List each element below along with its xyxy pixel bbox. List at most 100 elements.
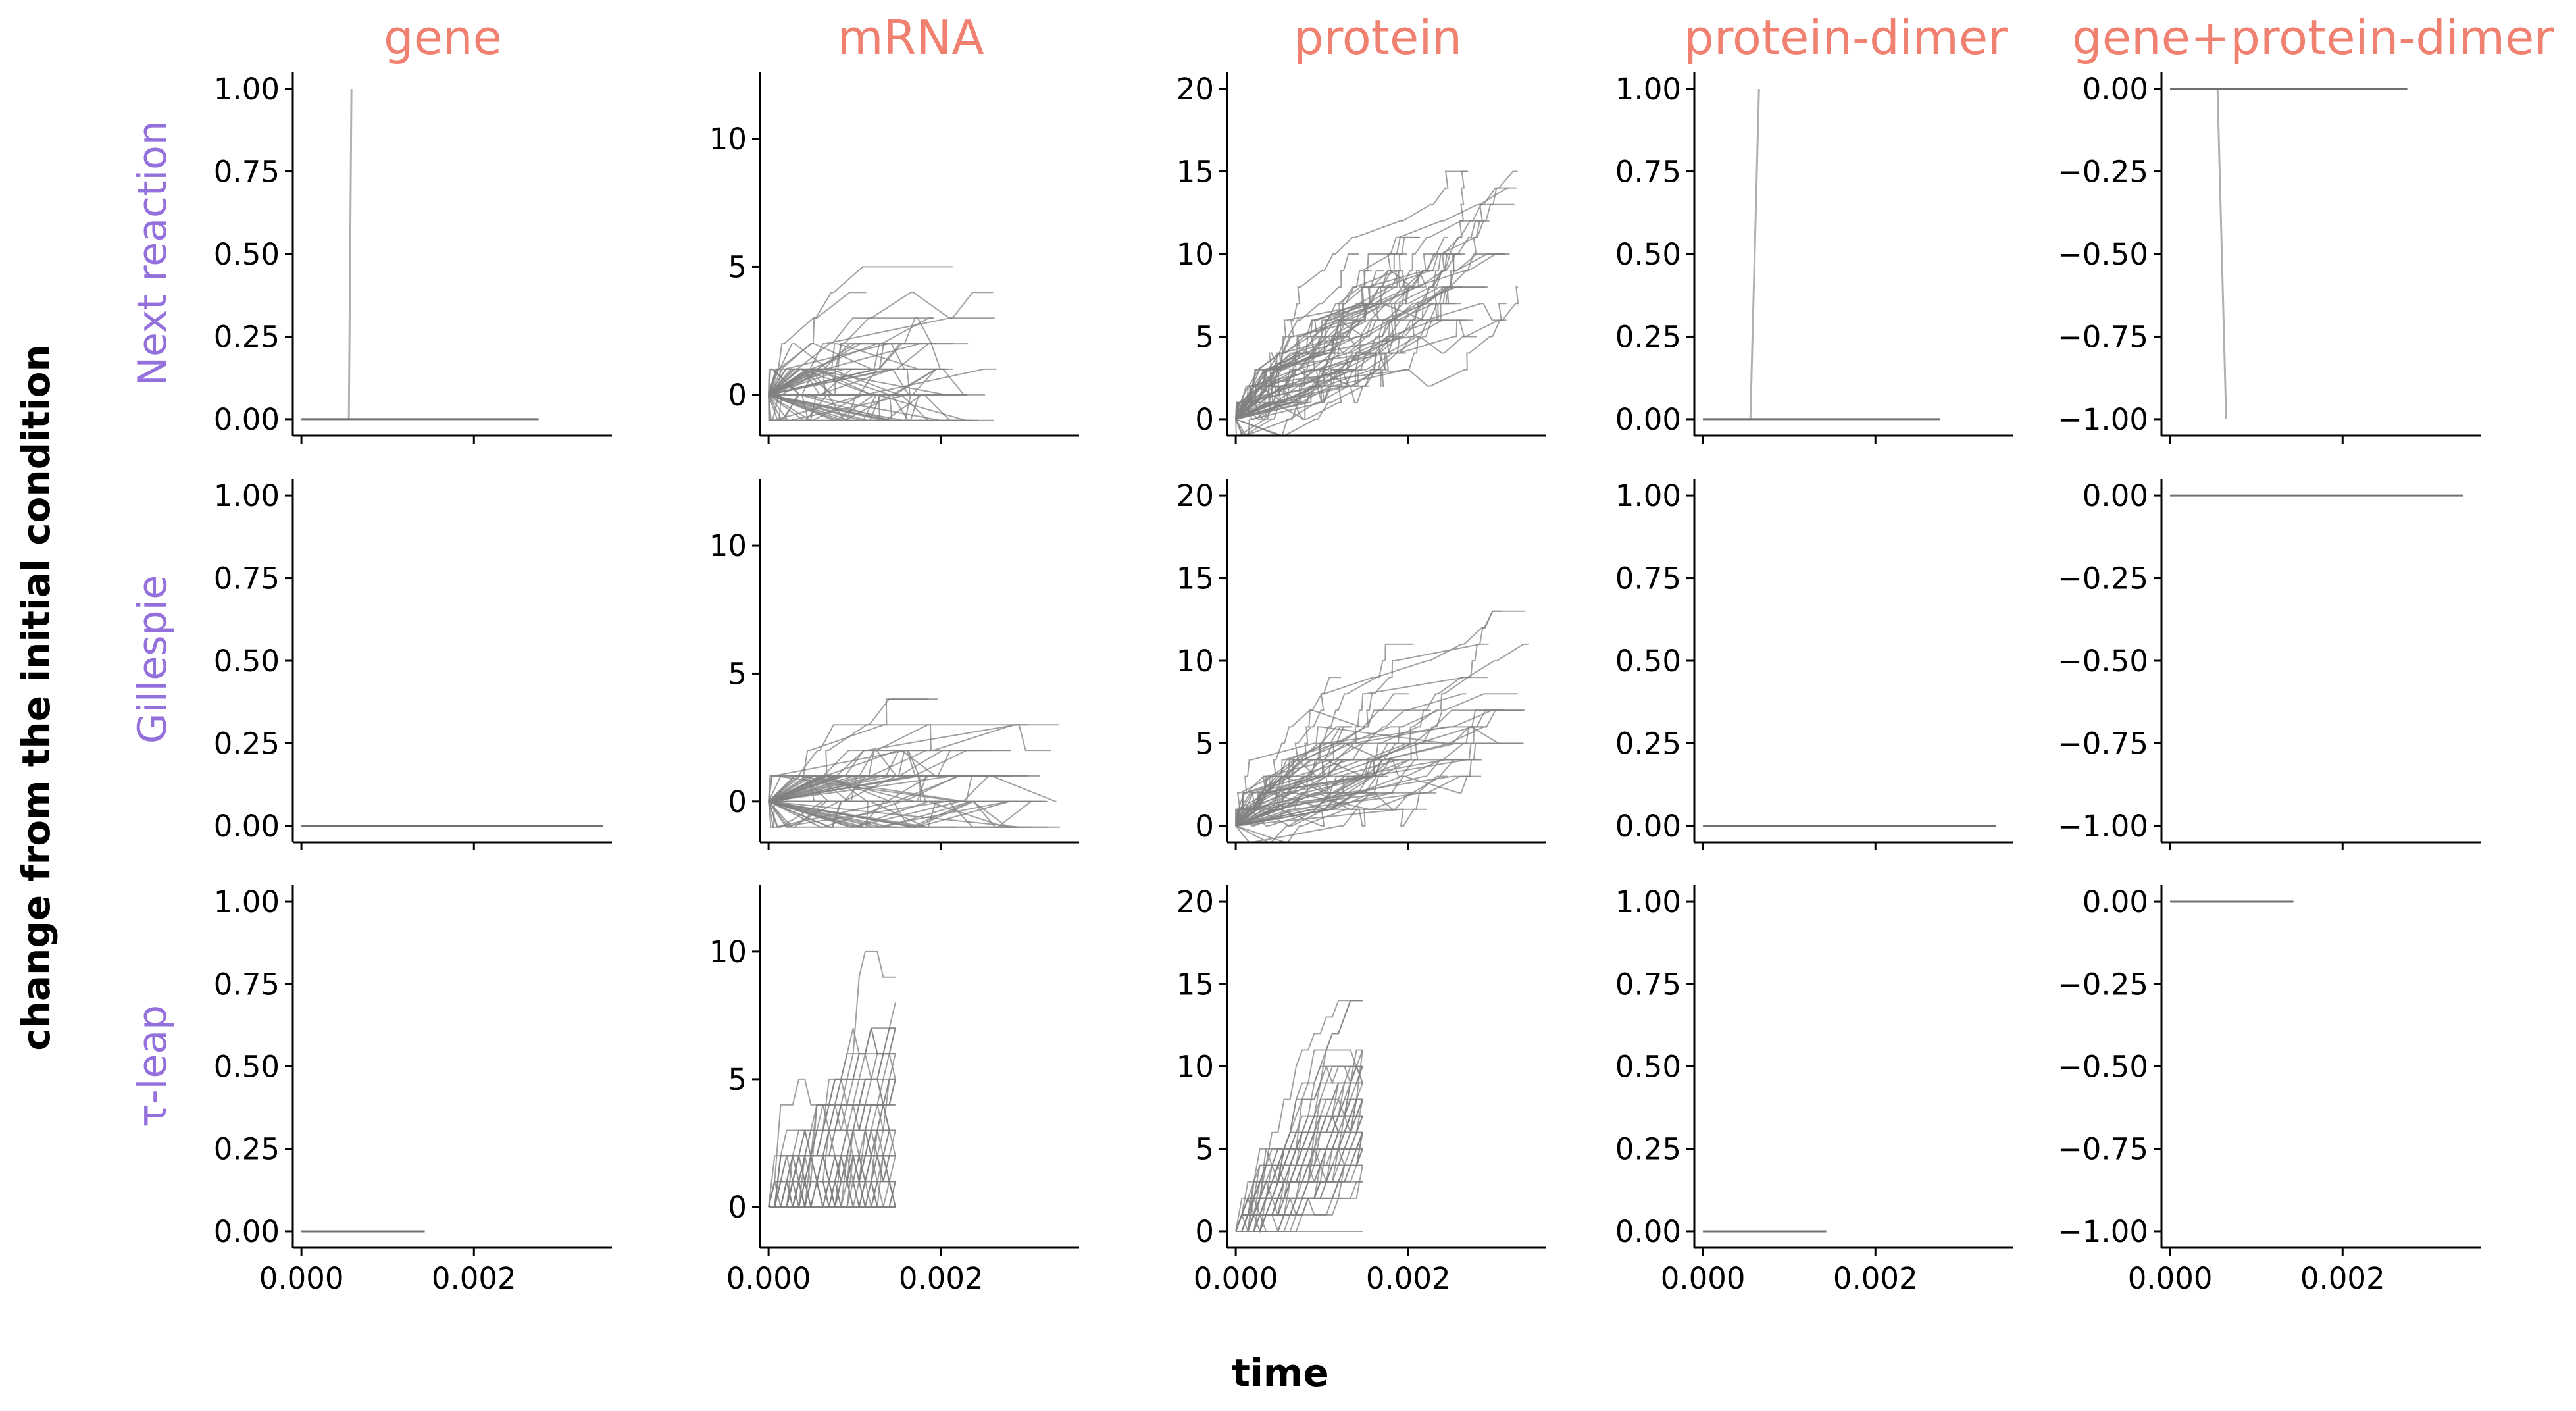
panel-tau-leap-protein-traces xyxy=(1235,1000,1363,1233)
series-line xyxy=(1235,286,1416,436)
y-tick-label: 10 xyxy=(1176,1050,1214,1085)
panel-next-reaction-protein-dimer-traces xyxy=(1703,89,1940,421)
series-line xyxy=(768,800,1042,828)
series-line xyxy=(768,724,1029,828)
y-tick-label: 1.00 xyxy=(1615,72,1681,107)
series-line xyxy=(1235,610,1525,827)
y-tick-label: −0.50 xyxy=(2058,1050,2148,1085)
series-line xyxy=(1236,1099,1363,1232)
y-tick-label: 5 xyxy=(1195,1132,1214,1167)
panel-tau-leap-protein: 0 5 10 15 20 0.000 0.002 xyxy=(1176,885,1546,1296)
y-tick-label: 0.75 xyxy=(1615,155,1681,190)
series-line xyxy=(768,750,1011,802)
series-line xyxy=(768,1129,896,1208)
series-line xyxy=(768,775,872,802)
y-tick-label: 0 xyxy=(1195,402,1214,437)
column-titles: gene mRNA protein protein-dimer gene+pro… xyxy=(384,10,2554,65)
y-tick-label: 20 xyxy=(1176,478,1214,513)
y-tick-label: 0 xyxy=(1195,1214,1214,1249)
series-line xyxy=(768,368,857,396)
panel-gillespie-gene: 0.00 0.25 0.50 0.75 1.00 xyxy=(214,478,612,850)
y-tick-label: 1.00 xyxy=(214,72,280,107)
series-line xyxy=(769,1028,896,1208)
y-tick-label: 0.50 xyxy=(1615,237,1681,272)
series-line xyxy=(1236,1148,1363,1232)
y-tick-label: 20 xyxy=(1176,72,1214,107)
y-tick-label: 0.50 xyxy=(1615,1050,1681,1085)
y-tick-label: 0 xyxy=(1195,809,1214,844)
series-line xyxy=(1235,303,1375,420)
y-tick-label: 0.75 xyxy=(214,967,280,1002)
panel-next-reaction-gene-protein-dimer-traces xyxy=(2170,88,2408,419)
series-line xyxy=(769,1130,896,1208)
series-line xyxy=(768,775,963,802)
series-line xyxy=(769,950,896,1208)
series-line xyxy=(768,368,911,396)
series-line xyxy=(301,89,353,421)
y-tick-label: 5 xyxy=(1195,726,1214,761)
panel-next-reaction-protein: 0 5 10 15 20 xyxy=(1176,72,1546,444)
x-tick-label: 0.002 xyxy=(1833,1261,1918,1296)
series-line xyxy=(768,775,988,802)
x-tick-label: 0.000 xyxy=(726,1261,811,1296)
series-line xyxy=(1235,775,1448,827)
series-line xyxy=(1235,170,1468,420)
y-tick-label: 0.00 xyxy=(1615,402,1681,437)
y-tick-label: 0.00 xyxy=(214,809,280,844)
y-tick-label: −0.25 xyxy=(2058,561,2148,596)
x-tick-label: 0.002 xyxy=(1366,1261,1451,1296)
x-tick-label: 0.002 xyxy=(2300,1261,2385,1296)
series-line xyxy=(1235,643,1414,827)
series-line xyxy=(1235,759,1407,827)
series-line xyxy=(1235,742,1469,827)
y-tick-label: 0.00 xyxy=(1615,1214,1681,1249)
y-tick-label: 1.00 xyxy=(1615,478,1681,513)
col-title-protein-dimer: protein-dimer xyxy=(1684,10,2008,65)
series-line xyxy=(1235,187,1517,420)
y-tick-label: −0.50 xyxy=(2058,237,2148,272)
panel-tau-leap-mrna-traces xyxy=(768,950,896,1208)
series-line xyxy=(1235,220,1490,420)
y-tick-label: 5 xyxy=(728,656,747,691)
x-tick-label: 0.000 xyxy=(2128,1261,2213,1296)
y-tick-label: 0.50 xyxy=(214,644,280,679)
y-tick-label: 0.75 xyxy=(1615,561,1681,596)
series-line xyxy=(1235,286,1444,420)
series-line xyxy=(1235,352,1407,436)
series-line xyxy=(1235,759,1462,827)
row-title-gillespie: Gillespie xyxy=(130,575,176,744)
y-tick-label: 0.25 xyxy=(214,1132,280,1167)
panel-next-reaction-protein-dimer: 0.00 0.25 0.50 0.75 1.00 xyxy=(1615,72,2013,444)
y-tick-label: 0.00 xyxy=(2083,885,2148,919)
panel-gillespie-mrna-traces xyxy=(768,698,1060,828)
series-line xyxy=(768,292,867,396)
series-line xyxy=(1235,759,1479,827)
y-tick-label: 10 xyxy=(709,935,747,969)
series-line xyxy=(1235,253,1461,420)
panel-gillespie-protein: 0 5 10 15 20 xyxy=(1176,478,1546,850)
series-line xyxy=(1235,726,1351,827)
col-title-gene: gene xyxy=(384,10,502,65)
panel-tau-leap-protein-dimer: 0.00 0.25 0.50 0.75 1.00 0.000 0.002 xyxy=(1615,885,2013,1296)
y-tick-label: 1.00 xyxy=(214,885,280,919)
y-tick-label: 15 xyxy=(1176,561,1214,596)
x-tick-label: 0.002 xyxy=(432,1261,517,1296)
series-line xyxy=(768,394,967,421)
x-tick-label: 0.002 xyxy=(899,1261,984,1296)
series-line xyxy=(1235,643,1529,827)
x-tick-label: 0.000 xyxy=(1661,1261,1746,1296)
series-line xyxy=(1703,89,1760,421)
series-line xyxy=(768,394,851,421)
y-tick-label: 0.00 xyxy=(2083,72,2148,107)
x-axis-label: time xyxy=(1232,1350,1328,1395)
y-tick-label: 0.75 xyxy=(1615,967,1681,1002)
series-line xyxy=(768,800,1017,828)
y-tick-label: 5 xyxy=(1195,319,1214,354)
series-line xyxy=(1235,677,1341,827)
y-axis-label: change from the initial condition xyxy=(14,344,59,1051)
y-tick-label: 0.00 xyxy=(2083,478,2148,513)
panel-next-reaction-mrna-traces xyxy=(768,266,997,421)
series-line xyxy=(1235,319,1477,420)
panel-gillespie-gene-protein-dimer: −1.00 −0.75 −0.50 −0.25 0.00 xyxy=(2058,478,2481,850)
panel-gillespie-protein-traces xyxy=(1235,610,1529,843)
